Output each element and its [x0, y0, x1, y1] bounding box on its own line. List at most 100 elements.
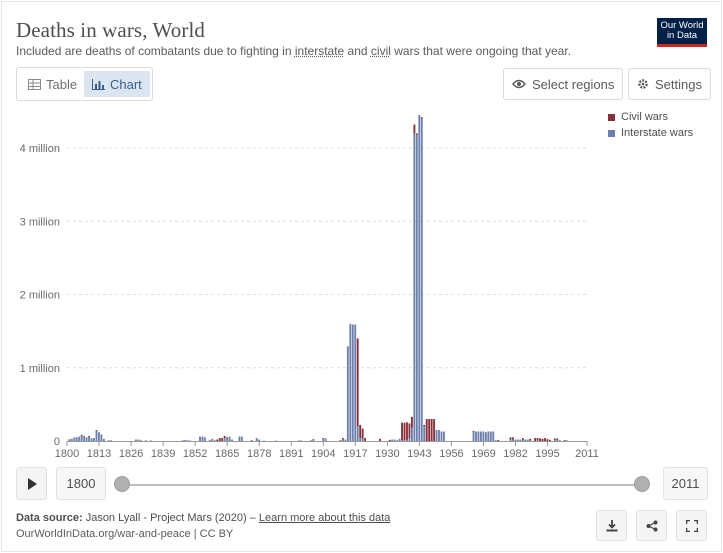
bar-interstate[interactable]: [201, 436, 204, 441]
tab-table[interactable]: Table: [20, 71, 85, 97]
bar-civil[interactable]: [322, 438, 325, 439]
bar-interstate[interactable]: [398, 438, 401, 441]
bar-civil[interactable]: [364, 438, 367, 441]
bar-interstate[interactable]: [519, 439, 522, 441]
bar-interstate[interactable]: [341, 439, 344, 441]
bar-interstate[interactable]: [137, 439, 140, 441]
bar-civil[interactable]: [425, 419, 428, 441]
bar-interstate[interactable]: [477, 431, 480, 441]
bar-interstate[interactable]: [223, 438, 226, 441]
bar-civil[interactable]: [534, 438, 537, 441]
bar-interstate[interactable]: [134, 439, 137, 441]
bar-interstate[interactable]: [435, 430, 438, 441]
bar-civil[interactable]: [346, 346, 349, 348]
bar-civil[interactable]: [95, 430, 98, 431]
bar-interstate[interactable]: [354, 324, 357, 441]
bar-interstate[interactable]: [258, 439, 261, 441]
bar-interstate[interactable]: [514, 439, 517, 441]
bar-interstate[interactable]: [509, 439, 512, 441]
bar-civil[interactable]: [428, 419, 431, 441]
bar-civil[interactable]: [521, 438, 524, 440]
bar-interstate[interactable]: [396, 440, 399, 442]
bar-interstate[interactable]: [203, 437, 206, 441]
bar-interstate[interactable]: [482, 431, 485, 441]
bar-civil[interactable]: [216, 439, 219, 441]
bar-civil[interactable]: [472, 430, 475, 432]
bar-interstate[interactable]: [189, 440, 192, 442]
bar-civil[interactable]: [401, 422, 403, 441]
bar-civil[interactable]: [541, 438, 544, 441]
bar-civil[interactable]: [226, 437, 229, 439]
download-button[interactable]: [596, 510, 627, 541]
bar-interstate[interactable]: [524, 439, 527, 441]
bar-civil[interactable]: [341, 438, 344, 440]
bar-interstate[interactable]: [238, 436, 241, 441]
bar-interstate[interactable]: [149, 440, 152, 442]
bar-civil[interactable]: [539, 438, 542, 441]
bar-civil[interactable]: [408, 423, 411, 439]
bar-civil[interactable]: [406, 422, 408, 440]
bar-interstate[interactable]: [73, 437, 76, 441]
bar-interstate[interactable]: [558, 440, 561, 442]
bar-civil[interactable]: [423, 424, 426, 427]
bar-civil[interactable]: [221, 438, 224, 441]
bar-interstate[interactable]: [83, 435, 86, 441]
tab-chart[interactable]: Chart: [84, 71, 150, 97]
bar-interstate[interactable]: [78, 436, 81, 441]
bar-civil[interactable]: [433, 419, 436, 441]
bar-interstate[interactable]: [181, 440, 184, 442]
bar-civil[interactable]: [312, 439, 315, 440]
bar-interstate[interactable]: [512, 439, 514, 441]
bar-interstate[interactable]: [184, 439, 187, 441]
bar-civil[interactable]: [509, 437, 512, 440]
timeline-end-handle[interactable]: [634, 476, 650, 492]
bar-civil[interactable]: [356, 338, 359, 427]
bar-interstate[interactable]: [494, 440, 497, 442]
bar-interstate[interactable]: [553, 439, 556, 441]
bar-interstate[interactable]: [100, 434, 103, 441]
bar-civil[interactable]: [563, 440, 566, 441]
bar-interstate[interactable]: [489, 431, 492, 441]
bar-interstate[interactable]: [211, 438, 214, 441]
bar-interstate[interactable]: [300, 440, 302, 442]
bar-civil[interactable]: [553, 438, 556, 440]
bar-interstate[interactable]: [536, 440, 539, 442]
play-button[interactable]: [16, 467, 47, 500]
legend-item-civil[interactable]: Civil wars: [608, 109, 693, 125]
bar-civil[interactable]: [420, 117, 423, 119]
bar-interstate[interactable]: [110, 440, 113, 442]
bar-civil[interactable]: [413, 124, 416, 134]
bar-interstate[interactable]: [344, 439, 347, 441]
bar-civil[interactable]: [339, 440, 342, 442]
bar-civil[interactable]: [403, 422, 406, 441]
bar-interstate[interactable]: [443, 431, 445, 441]
bar-interstate[interactable]: [312, 439, 315, 441]
timeline-track[interactable]: [122, 484, 642, 486]
bar-civil[interactable]: [80, 434, 83, 436]
bar-interstate[interactable]: [420, 118, 423, 441]
bar-civil[interactable]: [250, 440, 253, 442]
bar-civil[interactable]: [415, 133, 418, 135]
bar-civil[interactable]: [549, 439, 551, 441]
bar-interstate[interactable]: [410, 427, 413, 441]
bar-interstate[interactable]: [408, 438, 411, 441]
bar-interstate[interactable]: [487, 431, 490, 441]
bar-civil[interactable]: [218, 438, 221, 441]
bar-interstate[interactable]: [231, 439, 233, 441]
bar-interstate[interactable]: [275, 440, 278, 442]
share-button[interactable]: [636, 510, 667, 541]
bar-civil[interactable]: [546, 439, 549, 441]
bar-interstate[interactable]: [144, 440, 147, 442]
bar-interstate[interactable]: [359, 438, 362, 441]
bar-interstate[interactable]: [403, 440, 406, 442]
bar-interstate[interactable]: [484, 432, 487, 441]
bar-interstate[interactable]: [240, 436, 243, 441]
select-regions-button[interactable]: Select regions: [503, 68, 624, 100]
settings-button[interactable]: Settings: [628, 68, 711, 100]
bar-civil[interactable]: [223, 435, 226, 439]
bar-interstate[interactable]: [297, 440, 300, 442]
bar-civil[interactable]: [139, 440, 142, 442]
bar-interstate[interactable]: [475, 431, 477, 441]
bar-interstate[interactable]: [107, 440, 110, 442]
bar-interstate[interactable]: [406, 439, 408, 441]
